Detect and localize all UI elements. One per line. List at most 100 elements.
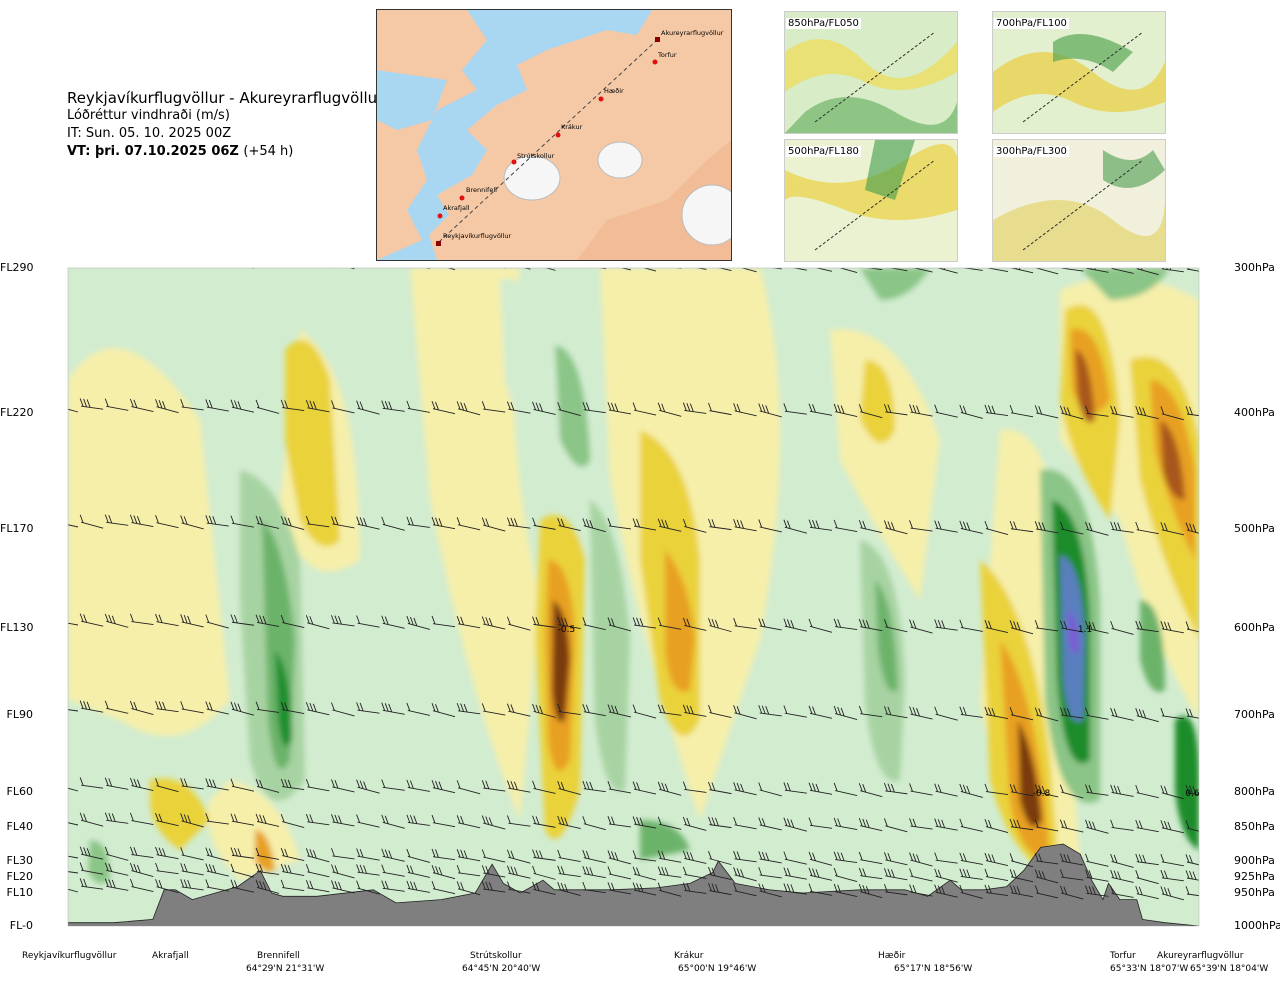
wind-barb (1009, 853, 1034, 868)
wind-barb (104, 398, 129, 411)
wind-barb (381, 880, 405, 892)
wind-barb (984, 706, 1009, 720)
wind-barb (808, 782, 833, 795)
wind-barb (708, 882, 732, 896)
wind-barb (481, 865, 506, 878)
wind-barb (331, 880, 355, 894)
wind-barb (758, 851, 782, 864)
wind-barb (771, 268, 782, 270)
wind-barb (607, 781, 632, 794)
wind-barb (682, 781, 707, 793)
wind-barb (305, 615, 330, 630)
wind-barb (1034, 521, 1059, 534)
wind-barb (883, 883, 908, 896)
mini-map-500: 500hPa/FL180 (784, 139, 958, 262)
wind-barb (1160, 785, 1184, 800)
wind-barb (1135, 521, 1159, 535)
wind-barb (104, 613, 129, 628)
wind-barb (858, 783, 883, 798)
wind-barb (758, 705, 782, 717)
wind-barb (1010, 268, 1034, 274)
wind-barb (733, 867, 757, 882)
wind-barb (255, 778, 280, 793)
wind-barb (456, 517, 481, 531)
map-label-brennifell: Brennifell (466, 186, 497, 194)
wind-barb (532, 517, 556, 530)
mini-map-850-label: 850hPa/FL050 (786, 18, 861, 29)
wind-barb (582, 401, 606, 414)
mini-map-500-label: 500hPa/FL180 (786, 146, 861, 157)
wind-barb (682, 882, 707, 894)
wind-barb (883, 403, 908, 416)
wind-barb (607, 816, 631, 828)
wind-barb (582, 518, 606, 533)
wind-barb (959, 783, 983, 798)
wind-barb (523, 268, 531, 270)
wind-barb (708, 781, 732, 795)
wind-barb (456, 815, 481, 829)
wind-barb (1059, 853, 1084, 866)
wind-barb (607, 518, 631, 530)
wind-barb (331, 814, 355, 827)
wind-barb (909, 868, 933, 882)
wind-barb (808, 817, 833, 829)
wind-barb (582, 850, 606, 864)
location-coord: 65°17'N 18°56'W (894, 964, 973, 974)
wind-barb (708, 866, 732, 881)
value-annotation: -0.5 (558, 625, 576, 635)
wind-barb (1160, 886, 1184, 901)
wind-barb (68, 888, 79, 893)
wind-barb (406, 779, 430, 792)
wind-barb (79, 700, 104, 713)
wind-barb (682, 704, 707, 717)
wind-barb (783, 519, 807, 534)
wind-barb (255, 847, 280, 860)
wind-barb (557, 517, 581, 531)
wind-barb (280, 515, 305, 531)
plot-frame (67, 267, 1200, 927)
wind-barb (758, 403, 782, 418)
wind-barb (934, 884, 958, 898)
wind-barb (883, 520, 908, 535)
wind-barb (708, 402, 732, 416)
wind-barb (909, 404, 933, 417)
wind-barb (456, 401, 481, 416)
map-label-akureyri: Akureyrarflugvöllur (661, 29, 724, 37)
wind-barb (657, 781, 682, 796)
wind-barb (783, 817, 807, 832)
wind-barb (733, 519, 757, 532)
wind-barb (104, 846, 129, 861)
wind-barb (406, 864, 430, 878)
wind-barb (431, 400, 456, 415)
location-name: Akureyrarflugvöllur (1157, 951, 1244, 961)
wind-barb (682, 402, 707, 414)
wind-barb (833, 519, 858, 532)
wind-barb (783, 883, 807, 895)
wind-barb (456, 849, 481, 862)
wind-barb (331, 848, 355, 860)
wind-barb (180, 813, 204, 828)
wind-barb (206, 255, 229, 268)
wind-barb (934, 619, 958, 631)
wind-barb (984, 852, 1009, 867)
pressure-label: 400hPa (1234, 406, 1275, 419)
mini-map-500-field (785, 140, 957, 261)
wind-barb (481, 616, 506, 630)
wind-barb (883, 868, 908, 881)
wind-barb (607, 402, 632, 415)
wind-barb (657, 617, 682, 630)
wind-barb (959, 706, 983, 718)
wind-barb (180, 614, 204, 628)
wind-barb (280, 701, 305, 715)
wind-barb (205, 701, 229, 715)
wind-barb (1009, 818, 1034, 831)
wind-barb (599, 268, 606, 270)
wind-barb (331, 400, 355, 414)
wind-barb (959, 520, 983, 534)
wind-barb (230, 399, 255, 413)
wind-barb (156, 254, 179, 265)
wind-barb (632, 617, 657, 629)
wind-barb (682, 518, 707, 533)
pressure-label: 500hPa (1234, 522, 1275, 535)
